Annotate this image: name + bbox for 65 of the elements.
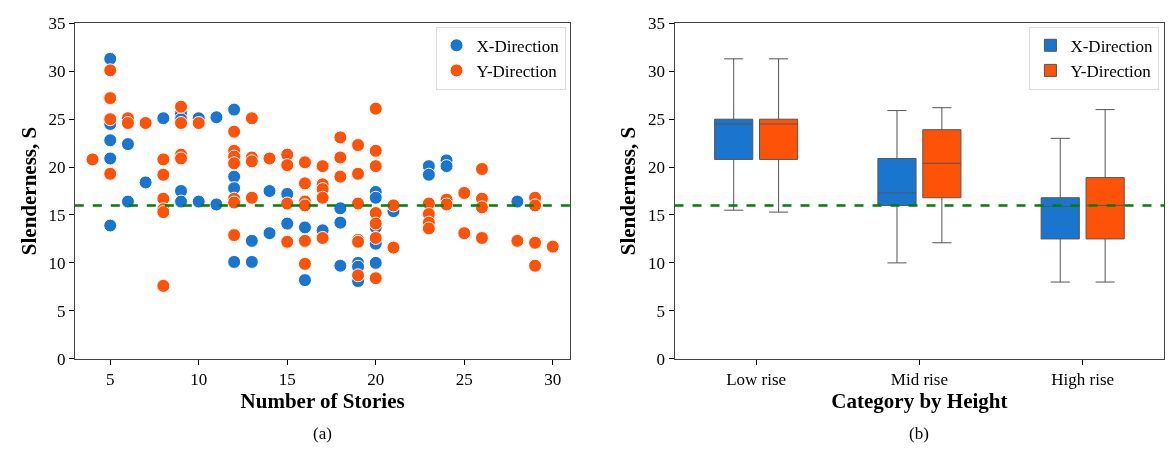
point bbox=[103, 218, 118, 233]
point bbox=[368, 255, 383, 270]
y-tick-label: 30 bbox=[48, 62, 66, 82]
y-tick-label: 20 bbox=[48, 158, 66, 178]
y-tick-label: 35 bbox=[648, 14, 666, 34]
text: (b) bbox=[909, 424, 929, 443]
y-tick-label: 15 bbox=[648, 205, 666, 225]
x-tick-label: 25 bbox=[455, 370, 473, 390]
x-tick-label: 20 bbox=[367, 370, 385, 390]
legend-label: Y-Direction bbox=[1070, 62, 1152, 82]
x-axis-title: Number of Stories bbox=[240, 389, 405, 414]
point bbox=[297, 220, 312, 235]
point bbox=[280, 216, 295, 231]
x-tick-label: Mid rise bbox=[890, 370, 948, 390]
point bbox=[368, 190, 383, 205]
point bbox=[244, 254, 259, 269]
point bbox=[103, 51, 118, 66]
x-tick-label: 10 bbox=[190, 370, 208, 390]
y-tick-label: 5 bbox=[56, 301, 66, 321]
point bbox=[262, 184, 277, 199]
y-tick-label: 30 bbox=[648, 62, 666, 82]
point bbox=[120, 194, 135, 209]
x-tick-label: Low rise bbox=[726, 370, 787, 390]
point bbox=[209, 110, 224, 125]
x-tick-label: 15 bbox=[278, 370, 296, 390]
point bbox=[262, 226, 277, 241]
y-axis-title: Slenderness, S bbox=[16, 126, 41, 256]
y-tick-label: 20 bbox=[648, 158, 666, 178]
point bbox=[103, 133, 118, 148]
point bbox=[227, 102, 242, 117]
point bbox=[120, 137, 135, 152]
y-tick-label: 10 bbox=[48, 253, 66, 273]
legend-label: X-Direction bbox=[476, 36, 560, 56]
point bbox=[209, 197, 224, 212]
point bbox=[333, 258, 348, 273]
point bbox=[439, 159, 454, 174]
legend-label: Y-Direction bbox=[476, 62, 558, 82]
y-tick-label: 0 bbox=[56, 349, 66, 369]
point bbox=[333, 201, 348, 216]
y-tick-label: 25 bbox=[648, 110, 666, 130]
x-tick-label: 5 bbox=[105, 370, 115, 390]
x-axis-title: Category by Height bbox=[831, 389, 1008, 414]
y-tick-label: 10 bbox=[648, 253, 666, 273]
point bbox=[227, 169, 242, 184]
point bbox=[138, 175, 153, 190]
x-tick-label: 30 bbox=[544, 370, 562, 390]
point bbox=[156, 111, 171, 126]
point bbox=[510, 194, 525, 209]
x-tick-label: High rise bbox=[1051, 370, 1115, 390]
point bbox=[244, 233, 259, 248]
point bbox=[191, 194, 206, 209]
point bbox=[421, 167, 436, 182]
y-tick-label: 0 bbox=[656, 349, 666, 369]
point bbox=[174, 194, 189, 209]
y-tick-label: 5 bbox=[656, 301, 666, 321]
point bbox=[103, 151, 118, 166]
text: (a) bbox=[313, 424, 332, 443]
point bbox=[227, 254, 242, 269]
y-axis-title: Slenderness, S bbox=[616, 126, 641, 256]
y-tick-label: 15 bbox=[48, 205, 66, 225]
y-tick-label: 35 bbox=[48, 14, 66, 34]
y-tick-label: 25 bbox=[48, 110, 66, 130]
legend-label: X-Direction bbox=[1070, 36, 1154, 56]
point bbox=[333, 215, 348, 230]
point bbox=[297, 273, 312, 288]
